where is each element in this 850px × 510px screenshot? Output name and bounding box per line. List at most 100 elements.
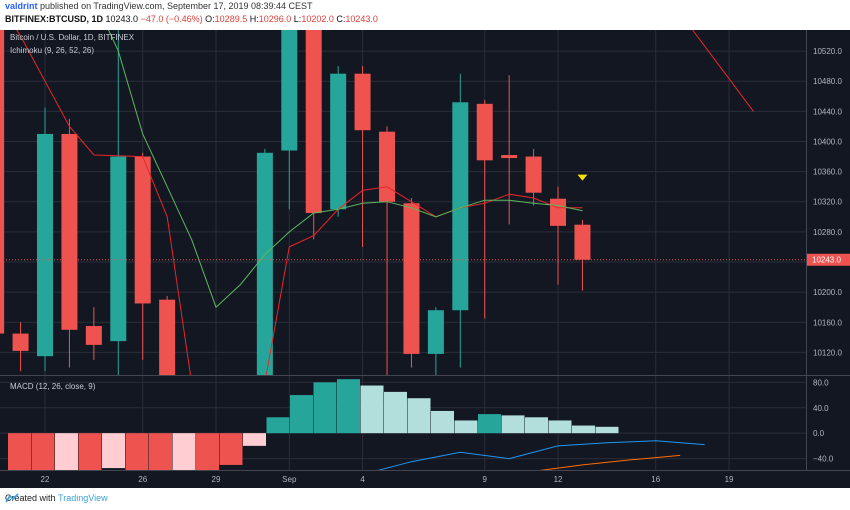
macd-bar [572, 425, 595, 434]
macd-bar [431, 410, 454, 434]
macd-bar [102, 433, 125, 469]
macd-bar [384, 391, 407, 434]
price-tick-label: 10400.0 [813, 137, 842, 146]
candle-body [525, 156, 542, 193]
time-tick-label: Sep [282, 475, 297, 484]
macd-bar [149, 433, 172, 470]
macd-bar [313, 382, 337, 434]
candle-body [12, 333, 29, 351]
macd-legend[interactable]: MACD (12, 26, close, 9) [10, 382, 96, 391]
created-with: Created with TradingView [5, 493, 108, 503]
price-tick-label: 10160.0 [813, 318, 842, 327]
time-tick-label: 9 [483, 475, 488, 484]
price-tick-label: 10440.0 [813, 107, 842, 116]
last-value: 10243.0 [105, 14, 139, 24]
ichimoku-legend[interactable]: Ichimoku (9, 26, 52, 26) [10, 46, 95, 55]
macd-tick-label: 80.0 [813, 378, 829, 387]
high-value: 10296.0 [258, 14, 292, 24]
macd-bar [243, 433, 266, 446]
macd-bar [31, 433, 55, 470]
candle-body [256, 152, 273, 375]
publish-header: valdrint published on TradingView.com, S… [0, 0, 850, 30]
kijun-line [107, 30, 583, 309]
macd-bar [595, 426, 619, 434]
candle-body [330, 73, 347, 210]
candle-body [159, 299, 176, 375]
macd-tick-label: 0.0 [813, 429, 825, 438]
open-value: 10289.5 [214, 14, 248, 24]
price-tick-label: 10480.0 [813, 77, 842, 86]
time-axis-labels: 22 26 29 Sep 4 9 12 16 19 [41, 475, 734, 484]
price-axis-labels: 10120.010160.010200.010240.010280.010320… [813, 47, 842, 357]
macd-bar [478, 414, 501, 434]
candle-body [427, 310, 444, 354]
last-price-label: 10243.0 [812, 256, 841, 265]
macd-tick-label: 40.0 [813, 404, 829, 413]
time-tick-label: 26 [138, 475, 147, 484]
change-value: −47.0 (−0.46%) [140, 14, 203, 24]
candles [0, 30, 591, 375]
macd-axis-labels: 80.0 40.0 0.0 −40.0 [813, 378, 834, 463]
macd-histogram [8, 379, 619, 470]
macd-bar [525, 417, 548, 434]
ichimoku-lines [16, 30, 754, 375]
tenkan-line [16, 30, 583, 375]
candle-body [501, 155, 518, 159]
macd-bar [337, 379, 360, 434]
price-tick-label: 10360.0 [813, 168, 842, 177]
macd-bar [78, 433, 102, 470]
candle-body [574, 224, 591, 260]
candle-body [354, 73, 371, 131]
macd-line [377, 440, 705, 470]
macd-bar [8, 433, 31, 470]
macd-bar [266, 417, 290, 434]
candle-body [110, 156, 127, 342]
macd-bar [360, 385, 384, 434]
tradingview-logo-icon [5, 493, 19, 503]
macd-bar [55, 433, 78, 470]
footer: Created with TradingView [0, 488, 850, 510]
candle-body [452, 102, 469, 311]
low-value: 10202.0 [301, 14, 334, 24]
time-tick-label: 19 [725, 475, 734, 484]
signal-line [539, 454, 681, 470]
price-tick-label: 10320.0 [813, 198, 842, 207]
macd-bar [219, 433, 243, 465]
macd-tick-label: −40.0 [813, 455, 834, 464]
candle-body [0, 30, 5, 334]
time-tick-label: 22 [41, 475, 50, 484]
candle-body [281, 30, 298, 151]
candle-body [403, 203, 420, 354]
candle-body [85, 326, 102, 345]
author-name[interactable]: valdrint [5, 1, 38, 11]
price-tick-label: 10120.0 [813, 348, 842, 357]
candle-body [379, 131, 396, 202]
marker-triangle [577, 174, 588, 181]
macd-bar [196, 433, 219, 470]
candle-body [134, 156, 151, 304]
low-label: L: [293, 14, 302, 24]
symbol-label: BITFINEX:BTCUSD, 1D [5, 14, 104, 24]
high-label: H: [249, 14, 259, 24]
candle-body [37, 133, 53, 357]
chart-canvas[interactable]: 10120.010160.010200.010240.010280.010320… [0, 30, 850, 488]
close-label: C: [336, 14, 346, 24]
time-tick-label: 12 [554, 475, 563, 484]
symbol-legend: Bitcoin / U.S. Dollar, 1D, BITFINEX [10, 33, 135, 42]
macd-bar [407, 398, 431, 434]
chart-area[interactable]: 10120.010160.010200.010240.010280.010320… [0, 30, 850, 488]
published-text: published on TradingView.com, September … [40, 1, 313, 11]
last-price-badge [807, 253, 850, 266]
price-tick-label: 10200.0 [813, 288, 842, 297]
candle-body [61, 133, 78, 330]
candle-body [476, 103, 493, 161]
time-tick-label: 4 [360, 475, 365, 484]
candle-body [550, 198, 567, 226]
close-value: 10243.0 [345, 14, 378, 24]
open-label: O: [205, 14, 215, 24]
publish-line: valdrint published on TradingView.com, S… [5, 1, 313, 11]
tradingview-brand[interactable]: TradingView [58, 493, 108, 503]
cloud-edge-line [691, 30, 754, 112]
time-tick-label: 29 [212, 475, 221, 484]
macd-bar [125, 433, 149, 470]
